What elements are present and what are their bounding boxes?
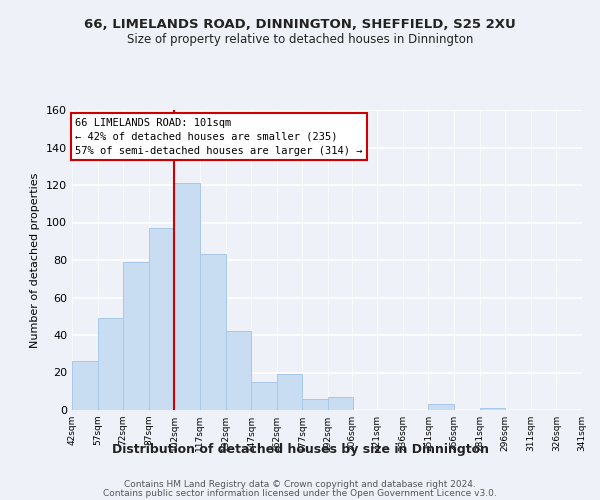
Bar	[277, 374, 302, 410]
Text: 66 LIMELANDS ROAD: 101sqm
← 42% of detached houses are smaller (235)
57% of semi: 66 LIMELANDS ROAD: 101sqm ← 42% of detac…	[76, 118, 363, 156]
Text: 66, LIMELANDS ROAD, DINNINGTON, SHEFFIELD, S25 2XU: 66, LIMELANDS ROAD, DINNINGTON, SHEFFIEL…	[84, 18, 516, 30]
Bar	[226, 331, 251, 410]
Y-axis label: Number of detached properties: Number of detached properties	[31, 172, 40, 348]
Bar	[123, 262, 149, 410]
Bar	[200, 254, 226, 410]
Bar	[149, 228, 175, 410]
Bar	[98, 318, 123, 410]
Bar	[328, 397, 353, 410]
Bar	[428, 404, 454, 410]
Text: Contains public sector information licensed under the Open Government Licence v3: Contains public sector information licen…	[103, 489, 497, 498]
Bar	[302, 399, 328, 410]
Bar	[479, 408, 505, 410]
Bar	[251, 382, 277, 410]
Text: Distribution of detached houses by size in Dinnington: Distribution of detached houses by size …	[112, 442, 488, 456]
Bar	[72, 361, 98, 410]
Bar	[175, 183, 200, 410]
Text: Size of property relative to detached houses in Dinnington: Size of property relative to detached ho…	[127, 32, 473, 46]
Text: Contains HM Land Registry data © Crown copyright and database right 2024.: Contains HM Land Registry data © Crown c…	[124, 480, 476, 489]
